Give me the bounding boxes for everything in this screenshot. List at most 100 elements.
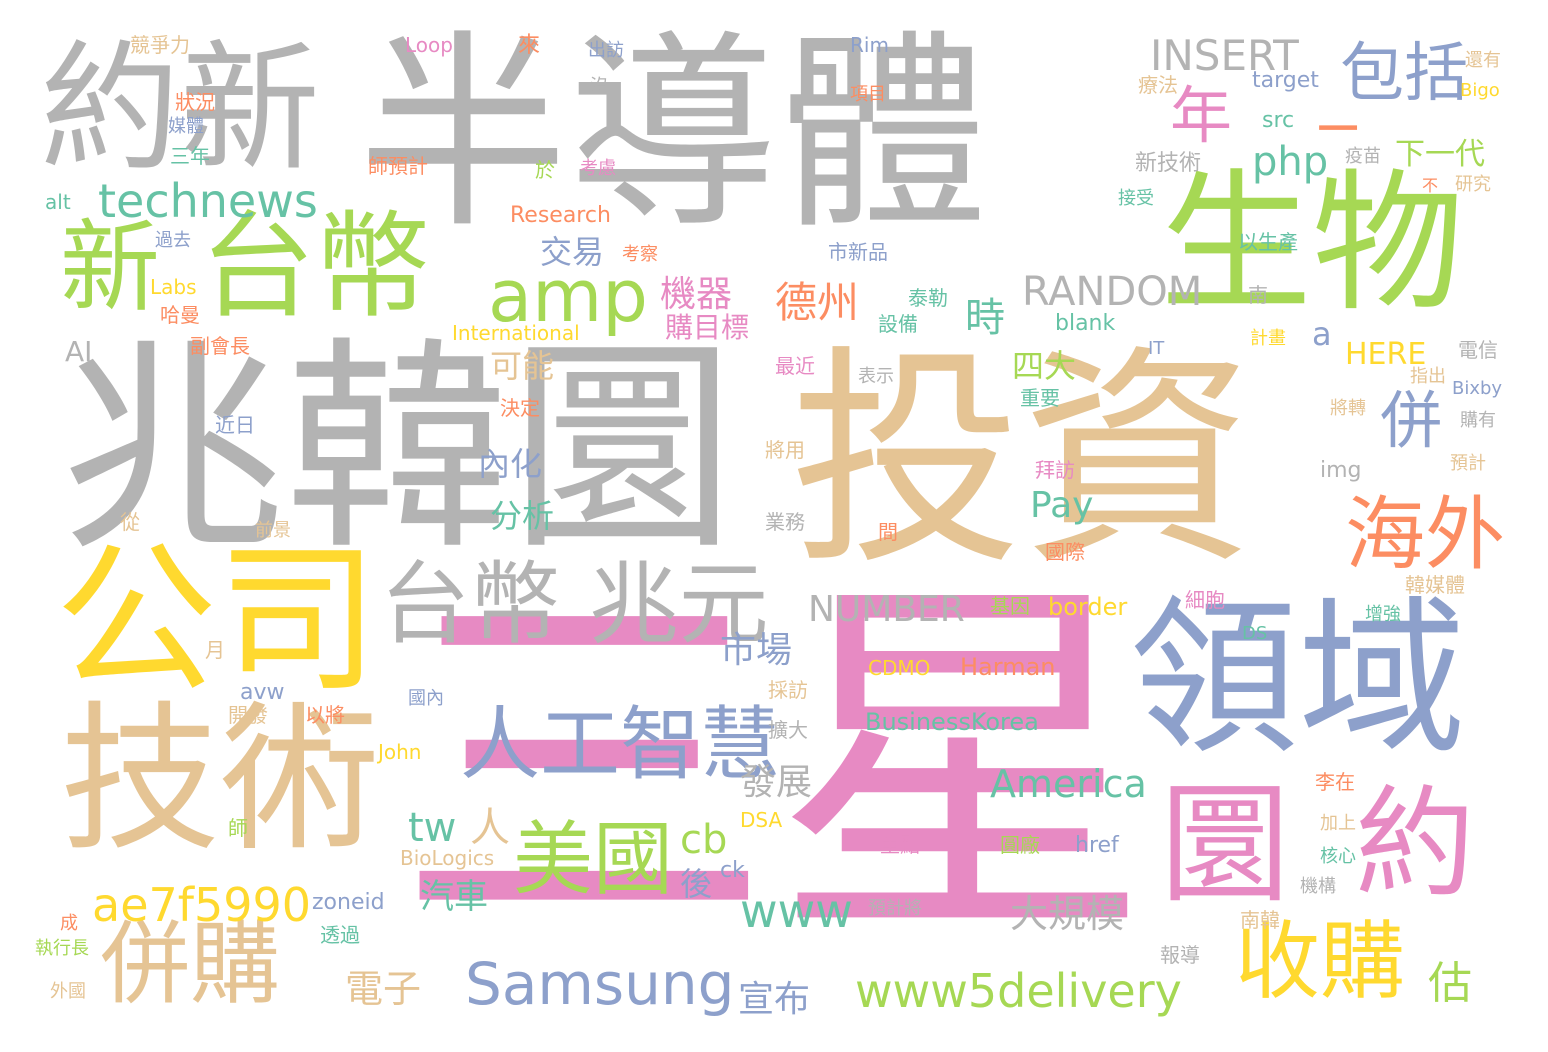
word-cloud-word: NUMBER (808, 589, 965, 630)
word-cloud-word: RANDOM (1022, 269, 1203, 315)
word-cloud-word: John (378, 740, 422, 764)
word-cloud-word: 重點 (880, 833, 920, 857)
word-cloud-word: 台幣 (200, 200, 431, 334)
word-cloud-word: 指出 (1410, 366, 1446, 387)
word-cloud-word: 競爭力 (130, 33, 190, 57)
word-cloud-word: IT (1148, 338, 1165, 359)
word-cloud-word: 過去 (155, 230, 191, 251)
word-cloud-word: 購有 (1460, 410, 1496, 431)
word-cloud-word: 國內 (408, 688, 444, 709)
word-cloud-word: 間 (878, 520, 898, 544)
word-cloud-word: 機器 (660, 274, 733, 315)
word-cloud-word: 電子 (345, 967, 422, 1011)
word-cloud-word: Research (510, 203, 611, 228)
word-cloud-word: 細胞 (1185, 588, 1225, 612)
word-cloud-word: 購目標 (665, 311, 750, 344)
word-cloud-word: Bixby (1452, 378, 1503, 399)
word-cloud-word: 擴大 (768, 718, 808, 742)
word-cloud-word: 計畫 (1250, 328, 1286, 349)
word-cloud-word: a (1312, 315, 1332, 353)
word-cloud-word: 業務 (765, 510, 805, 534)
word-cloud-word: 約新 (40, 28, 321, 191)
word-cloud-word: 約 (1355, 775, 1475, 914)
word-cloud-word: 李在 (1315, 770, 1355, 794)
word-cloud-word: ae7f5990 (92, 878, 312, 932)
word-cloud-word: 技術 (60, 686, 381, 873)
word-cloud-word: 基因 (990, 594, 1030, 618)
word-cloud-word: blank (1055, 311, 1116, 336)
word-cloud-word: Rim (850, 33, 889, 57)
word-cloud-word: BusinessKorea (865, 708, 1039, 736)
word-cloud-word: 將用 (765, 438, 805, 462)
word-cloud-word: 市新品 (828, 240, 888, 264)
word-cloud-word: 決定 (500, 396, 540, 420)
word-cloud-word: America (990, 762, 1147, 806)
word-cloud-word: 於 (535, 158, 555, 182)
word-cloud-word: img (1320, 458, 1362, 483)
word-cloud-word: 外國 (50, 981, 86, 1002)
word-cloud-word: BioLogics (400, 846, 495, 870)
word-cloud-word: 研究 (1455, 174, 1491, 195)
word-cloud-word: 最近 (775, 354, 815, 378)
word-cloud-word: 新 (60, 209, 160, 326)
word-cloud-word: 設備 (878, 312, 918, 336)
word-cloud-word: 台幣 兆元 (380, 552, 769, 657)
word-cloud-word: HERE (1345, 337, 1427, 372)
word-cloud-word: 不 (1422, 176, 1439, 195)
word-cloud-word: 圜 (1160, 769, 1291, 921)
word-cloud-word: border (1048, 593, 1128, 621)
word-cloud-word: 師 (228, 816, 248, 840)
word-cloud-word: 增強 (1365, 604, 1401, 625)
word-cloud-word: 來 (518, 33, 541, 58)
word-cloud-word: 宣布 (738, 979, 811, 1020)
word-cloud-word: 接受 (1118, 188, 1154, 209)
word-cloud-word: 公司 (55, 527, 379, 715)
word-cloud-word: 美國 (513, 813, 673, 906)
word-cloud-word: 四大 (1012, 347, 1077, 385)
word-cloud-word: 疫苗 (1345, 146, 1381, 167)
word-cloud-word: 可能 (490, 347, 555, 385)
word-cloud-word: 海外 (1345, 488, 1505, 581)
word-cloud-word: 透過 (320, 923, 360, 947)
word-cloud-word: 南韓 (1240, 908, 1280, 932)
word-cloud-word: 併購 (100, 912, 280, 1017)
word-cloud-word: 將轉 (1330, 398, 1366, 419)
word-cloud-word: 採訪 (768, 678, 808, 702)
word-cloud-word: Bigo (1460, 80, 1500, 101)
word-cloud-word: 市場 (720, 630, 793, 671)
word-cloud-word: 發展 (740, 762, 813, 803)
word-cloud-word: 核心 (1320, 846, 1356, 867)
word-cloud-word: php (1252, 139, 1329, 185)
word-cloud-word: INSERT (1150, 31, 1299, 80)
word-cloud-word: cb (680, 817, 728, 863)
word-cloud-word: Samsung (465, 950, 735, 1018)
word-cloud-word: 沒 (590, 76, 608, 97)
word-cloud-word: 泰勒 (908, 286, 948, 310)
word-cloud-word: 以生產 (1238, 230, 1298, 254)
word-cloud-word: www (740, 884, 853, 938)
word-cloud-word: 加上 (1320, 813, 1356, 834)
word-cloud-word: 人 (470, 805, 510, 851)
word-cloud-word: avw (240, 680, 285, 705)
word-cloud-word: 三星 (395, 547, 1151, 987)
word-cloud-word: 韓媒體 (1405, 573, 1465, 597)
word-cloud-word: 投資 (790, 326, 1255, 596)
word-cloud-word: 報導 (1160, 943, 1200, 967)
word-cloud-word: 國際 (1045, 540, 1085, 564)
word-cloud-word: 下一代 (1395, 137, 1485, 172)
word-cloud-word: 時 (965, 295, 1005, 341)
word-cloud-word: 收購 (1235, 913, 1406, 1012)
word-cloud-word: 內化 (478, 445, 543, 483)
word-cloud-word: 新技術 (1135, 151, 1202, 176)
word-cloud-word: zoneid (312, 890, 385, 915)
word-cloud-word: AI (65, 335, 93, 368)
word-cloud-word: 南 (1248, 283, 1268, 307)
word-cloud-word: 前景 (255, 520, 291, 541)
word-cloud-word: 月 (205, 638, 225, 662)
word-cloud-word: 大規模 (1010, 892, 1125, 936)
word-cloud-word: 副會長 (190, 334, 250, 358)
word-cloud-word: 從 (120, 510, 140, 534)
word-cloud-word: 考察 (622, 244, 658, 265)
word-cloud-word: 德州 (775, 278, 860, 327)
